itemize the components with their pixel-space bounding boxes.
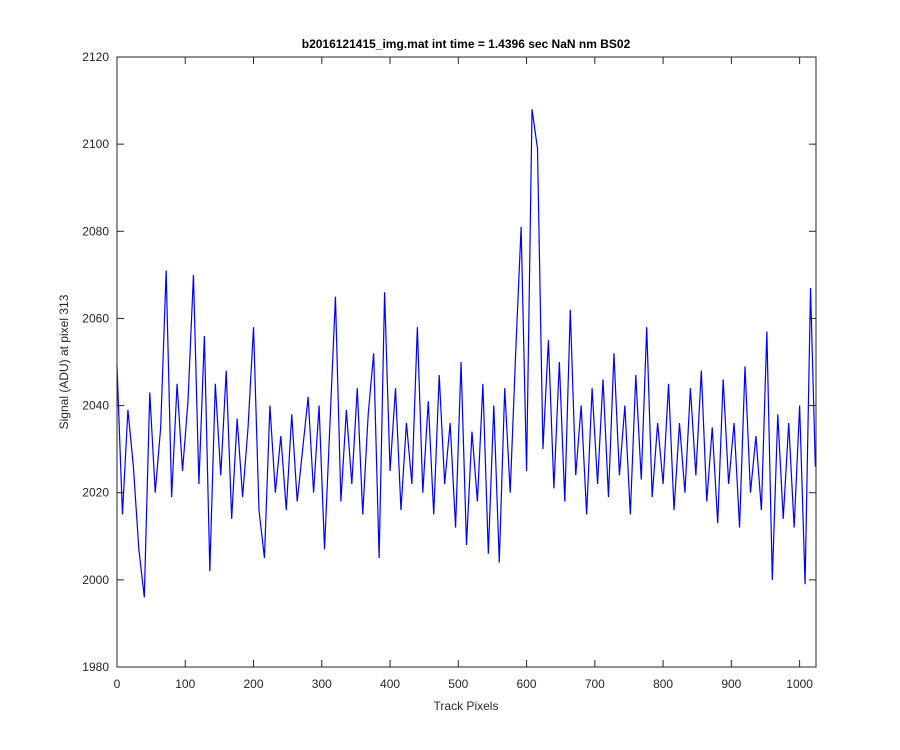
x-tick-label: 700 [585, 677, 605, 691]
axes-box [116, 56, 817, 668]
y-tick-label: 1980 [82, 660, 109, 674]
y-tick-label: 2020 [82, 486, 109, 500]
x-tick-label: 100 [175, 677, 195, 691]
y-tick-label: 2060 [82, 311, 109, 325]
y-tick-label: 2100 [82, 137, 109, 151]
x-tick-label: 900 [721, 677, 741, 691]
x-tick-label: 200 [244, 677, 264, 691]
x-tick-label: 1000 [786, 677, 813, 691]
x-tick-label: 500 [448, 677, 468, 691]
x-axis-label: Track Pixels [434, 699, 499, 713]
x-tick-label: 600 [517, 677, 537, 691]
y-tick-label: 2120 [82, 50, 109, 64]
x-tick-label: 800 [653, 677, 673, 691]
data-line [116, 109, 816, 598]
y-tick-label: 2040 [82, 399, 109, 413]
plot-area [116, 109, 816, 598]
y-tick-label: 2000 [82, 573, 109, 587]
y-tick-label: 2080 [82, 224, 109, 238]
x-tick-label: 0 [114, 677, 121, 691]
x-tick-label: 400 [380, 677, 400, 691]
chart-title: b2016121415_img.mat int time = 1.4396 se… [302, 37, 631, 51]
y-axis-label: Signal (ADU) at pixel 313 [57, 294, 71, 429]
x-tick-label: 300 [312, 677, 332, 691]
